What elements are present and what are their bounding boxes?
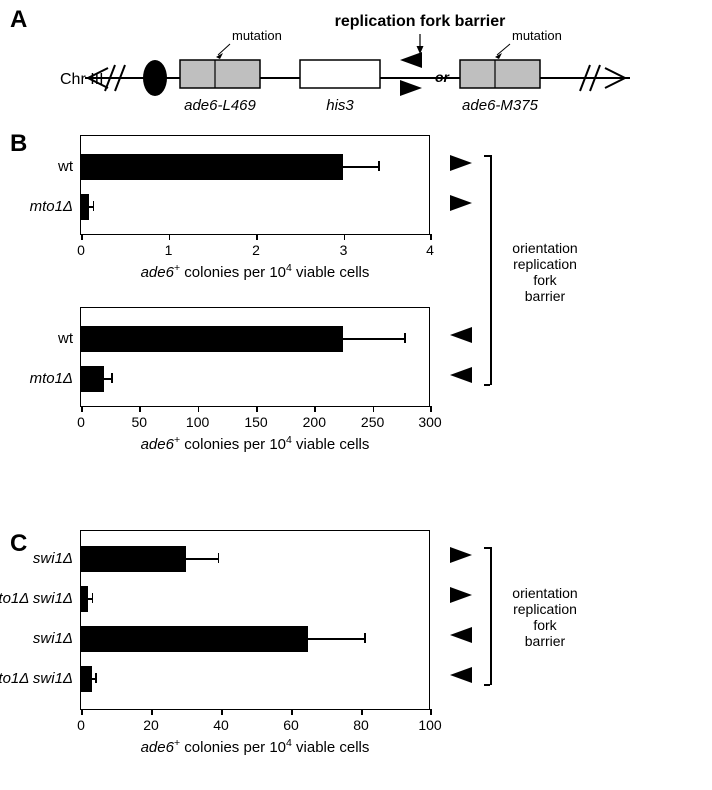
bar-c-2 (81, 586, 88, 612)
x-tick: 20 (143, 717, 159, 733)
triangle-b2-2 (450, 367, 472, 383)
rfb-label: replication fork barrier (335, 13, 506, 30)
x-tick: 200 (303, 414, 326, 430)
triangle-c-3 (450, 627, 472, 643)
chart-b2: wt mto1Δ 0 50 100 150 200 250 300 ade6+ … (80, 307, 430, 407)
gene-diagram-svg: replication fork barrier mutation mutati… (60, 10, 660, 120)
x-tick: 40 (213, 717, 229, 733)
bar-b2-mto1-label: mto1Δ (30, 370, 81, 387)
barrier-triangle-right (400, 80, 422, 96)
chart-c: swi1Δ mto1Δ swi1Δ swi1Δ mto1Δ swi1Δ 0 20… (80, 530, 430, 710)
bar-b1-mto1 (81, 194, 89, 220)
bar-b2-wt (81, 326, 343, 352)
x-tick: 150 (244, 414, 267, 430)
x-tick: 60 (283, 717, 299, 733)
gene2-label: his3 (326, 97, 354, 114)
bar-b1-wt-label: wt (58, 158, 81, 175)
gene3-label: ade6-M375 (462, 97, 539, 114)
orient-bracket-c (490, 547, 492, 685)
bar-c-4-label: mto1Δ swi1Δ (0, 670, 81, 687)
x-tick: 2 (252, 242, 260, 258)
x-tick: 3 (340, 242, 348, 258)
x-tick: 4 (426, 242, 434, 258)
bar-b1-wt (81, 154, 343, 180)
x-tick: 0 (77, 242, 85, 258)
panel-b: wt mto1Δ 0 1 2 3 4 ade6+ colonies per 10… (80, 135, 660, 407)
bar-c-4 (81, 666, 92, 692)
orient-bracket-b (490, 155, 492, 385)
panel-a-label: A (10, 6, 27, 34)
triangle-c-1 (450, 547, 472, 563)
mutation-left-label: mutation (232, 28, 282, 43)
barrier-triangle-left (400, 52, 422, 68)
panel-c: swi1Δ mto1Δ swi1Δ swi1Δ mto1Δ swi1Δ 0 20… (80, 530, 660, 710)
chart-b1: wt mto1Δ 0 1 2 3 4 ade6+ colonies per 10… (80, 135, 430, 235)
x-axis-label-b1: ade6+ colonies per 104 viable cells (141, 262, 370, 281)
chr-label: Chr III (60, 71, 104, 88)
orient-label-b: orientationreplicationforkbarrier (500, 240, 590, 304)
bar-c-1-label: swi1Δ (33, 550, 81, 567)
bar-c-3-label: swi1Δ (33, 630, 81, 647)
x-tick: 0 (77, 414, 85, 430)
or-label: or (435, 69, 451, 85)
triangle-c-4 (450, 667, 472, 683)
gene1-label: ade6-L469 (184, 97, 256, 114)
mutation-right-label: mutation (512, 28, 562, 43)
x-tick: 100 (186, 414, 209, 430)
orient-label-c: orientationreplicationforkbarrier (500, 585, 590, 649)
x-tick: 1 (165, 242, 173, 258)
triangle-b2-1 (450, 327, 472, 343)
bar-c-1 (81, 546, 186, 572)
x-tick: 0 (77, 717, 85, 733)
bar-b2-wt-label: wt (58, 330, 81, 347)
x-axis-label-b2: ade6+ colonies per 104 viable cells (141, 434, 370, 453)
x-tick: 100 (418, 717, 441, 733)
x-tick: 250 (361, 414, 384, 430)
triangle-c-2 (450, 587, 472, 603)
x-tick: 50 (132, 414, 148, 430)
x-tick: 80 (353, 717, 369, 733)
panel-a-diagram: replication fork barrier mutation mutati… (60, 10, 660, 110)
bar-c-3 (81, 626, 308, 652)
x-axis-label-c: ade6+ colonies per 104 viable cells (141, 737, 370, 756)
bar-b2-mto1 (81, 366, 104, 392)
bar-b1-mto1-label: mto1Δ (30, 198, 81, 215)
bar-c-2-label: mto1Δ swi1Δ (0, 590, 81, 607)
triangle-b1-1 (450, 155, 472, 171)
triangle-b1-2 (450, 195, 472, 211)
panel-b-label: B (10, 130, 27, 158)
x-tick: 300 (418, 414, 441, 430)
panel-c-label: C (10, 530, 27, 558)
